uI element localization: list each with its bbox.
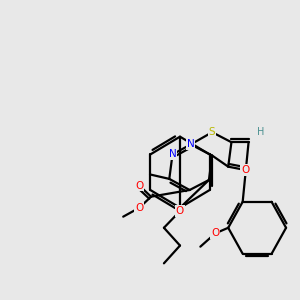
Text: O: O xyxy=(241,165,250,175)
Text: H: H xyxy=(257,127,264,137)
Text: O: O xyxy=(135,203,143,213)
Text: O: O xyxy=(211,228,220,238)
Text: O: O xyxy=(241,165,250,175)
Text: O: O xyxy=(135,181,143,190)
Text: O: O xyxy=(211,228,220,238)
Text: O: O xyxy=(135,203,143,213)
Text: N: N xyxy=(169,149,176,159)
Text: N: N xyxy=(187,140,195,149)
Text: O: O xyxy=(176,206,184,216)
Text: O: O xyxy=(135,181,143,190)
Text: H: H xyxy=(257,127,264,137)
Text: S: S xyxy=(209,127,215,137)
Text: O: O xyxy=(176,206,184,216)
